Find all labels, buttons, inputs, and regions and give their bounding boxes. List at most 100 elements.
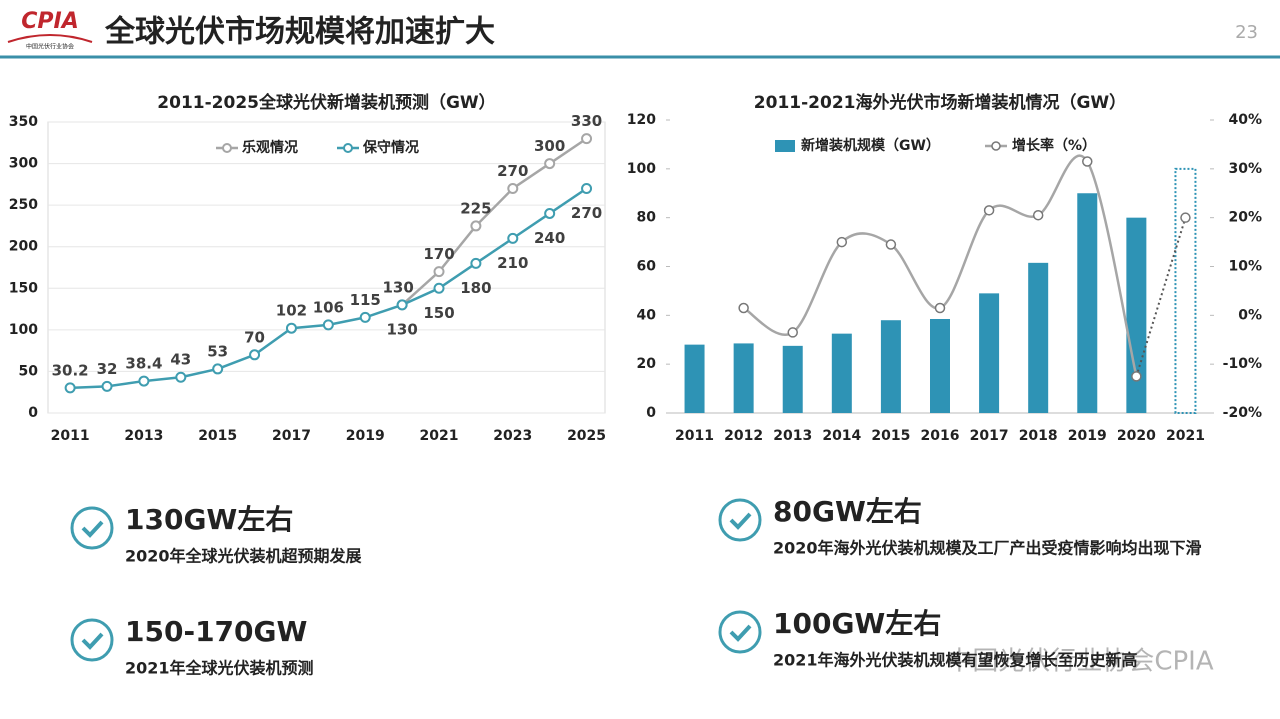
x-tick-label: 2019 <box>346 428 385 444</box>
point <box>836 236 848 248</box>
page-number: 23 <box>1235 22 1258 43</box>
y2-tick-label: -20% <box>1223 405 1262 421</box>
y-tick-label: 200 <box>9 239 38 255</box>
y-tick-label: 150 <box>9 280 38 296</box>
legend-label: 增长率（%） <box>1012 137 1096 154</box>
point <box>249 349 261 361</box>
point <box>101 380 113 392</box>
data-label: 150 <box>423 304 454 322</box>
point <box>1032 209 1044 221</box>
point <box>470 220 482 232</box>
x-tick-label: 2019 <box>1068 428 1107 444</box>
point <box>322 319 334 331</box>
point <box>212 363 224 375</box>
point <box>1131 371 1142 382</box>
x-tick-label: 2017 <box>970 428 1009 444</box>
logo: CPIA <box>21 9 78 34</box>
y-tick-label: 100 <box>9 322 38 338</box>
check-icon <box>70 506 114 550</box>
x-tick-label: 2023 <box>493 428 532 444</box>
bullet-text: 2020年海外光伏装机规模及工厂产出受疫情影响均出现下滑 <box>773 539 1202 558</box>
point <box>138 375 150 387</box>
legend-marker <box>222 143 232 153</box>
x-tick-label: 2012 <box>724 428 763 444</box>
x-tick-label: 2013 <box>124 428 163 444</box>
data-label: 102 <box>276 302 307 320</box>
data-label: 30.2 <box>52 361 89 379</box>
bullet-text: 2021年海外光伏装机规模有望恢复增长至历史新高 <box>773 651 1138 670</box>
bar <box>979 293 1000 413</box>
y2-tick-label: -10% <box>1223 356 1262 372</box>
data-label: 240 <box>534 229 565 247</box>
check-icon <box>70 618 114 662</box>
watermark: 中国光伏行业协会CPIA <box>946 647 1214 677</box>
data-label: 106 <box>313 298 344 316</box>
data-label: 130 <box>386 320 417 338</box>
x-tick-label: 2018 <box>1019 428 1058 444</box>
check-mark <box>729 624 752 642</box>
y2-tick-label: 40% <box>1228 112 1262 128</box>
check-mark <box>729 512 752 530</box>
line <box>401 137 588 306</box>
data-label: 210 <box>497 254 528 272</box>
point <box>581 183 593 195</box>
y-tick-label: 60 <box>637 259 657 275</box>
point <box>787 327 798 338</box>
y-tick-label: 300 <box>9 156 38 172</box>
bullet-text: 2020年全球光伏装机超预期发展 <box>125 547 363 566</box>
x-tick-label: 2016 <box>921 428 960 444</box>
x-tick-label: 2017 <box>272 428 311 444</box>
point <box>507 232 519 244</box>
point <box>544 158 556 170</box>
x-tick-label: 2015 <box>198 428 237 444</box>
data-label: 300 <box>534 137 565 155</box>
check-mark <box>81 520 104 538</box>
bar <box>1174 167 1197 414</box>
bar <box>880 320 901 413</box>
y2-tick-label: 20% <box>1228 210 1262 226</box>
bar <box>831 333 852 413</box>
check-icon <box>718 610 762 654</box>
bar <box>1126 217 1147 413</box>
data-label: 330 <box>571 112 602 130</box>
data-label: 32 <box>97 360 118 378</box>
chart-title: 2011-2025全球光伏新增装机预测（GW） <box>157 92 495 113</box>
legend-swatch <box>775 140 795 152</box>
bar <box>684 344 705 413</box>
point <box>507 183 519 195</box>
point <box>1180 212 1191 223</box>
data-label: 38.4 <box>125 355 162 373</box>
x-tick-label: 2013 <box>773 428 812 444</box>
y-tick-label: 100 <box>627 161 656 177</box>
point <box>64 382 76 394</box>
logo-sub: 中国光伏行业协会 <box>26 43 74 51</box>
point <box>396 299 408 311</box>
data-label: 170 <box>423 245 454 263</box>
point <box>581 133 593 145</box>
point <box>433 282 445 294</box>
x-tick-label: 2020 <box>1117 428 1156 444</box>
point <box>359 311 371 323</box>
x-tick-label: 2014 <box>822 428 861 444</box>
y-tick-label: 0 <box>646 405 656 421</box>
chart-title: 2011-2021海外光伏市场新增装机情况（GW） <box>754 92 1126 113</box>
point <box>285 322 297 334</box>
data-label: 130 <box>382 278 413 296</box>
bar <box>1077 193 1098 413</box>
x-tick-label: 2025 <box>567 428 606 444</box>
data-label: 53 <box>207 342 228 360</box>
y-tick-label: 120 <box>627 112 656 128</box>
point <box>885 239 897 250</box>
data-label: 270 <box>497 162 528 180</box>
logo-arc <box>7 34 93 43</box>
bar <box>733 343 754 413</box>
y2-tick-label: 10% <box>1228 259 1262 275</box>
data-label: 225 <box>460 199 491 217</box>
data-label: 115 <box>350 291 381 309</box>
bullet-heading: 80GW左右 <box>773 495 922 528</box>
bullet-heading: 100GW左右 <box>773 607 941 640</box>
y2-tick-label: 30% <box>1228 161 1262 177</box>
y-tick-label: 40 <box>637 307 657 323</box>
